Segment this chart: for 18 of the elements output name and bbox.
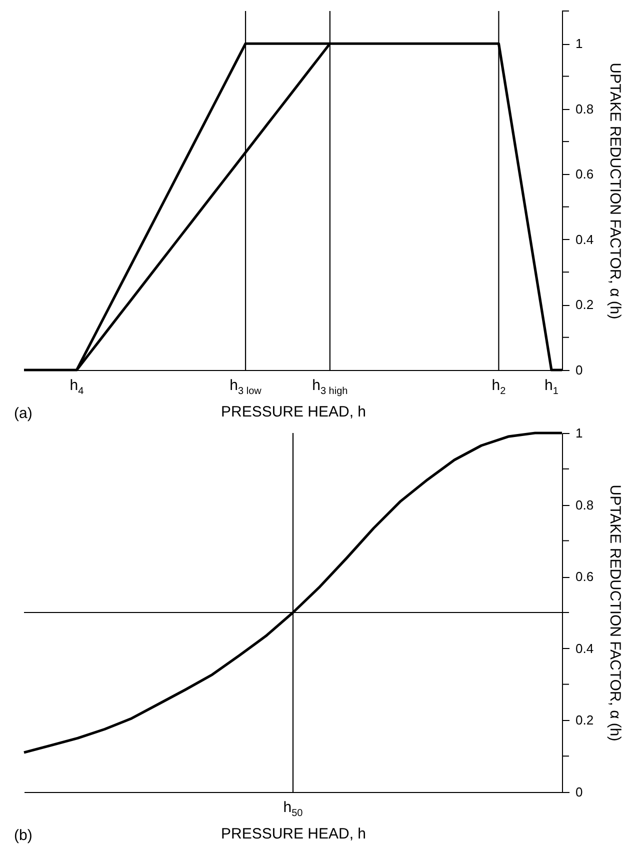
y-tick-label: 0.4 (576, 232, 594, 247)
y-tick-label: 1 (576, 36, 583, 52)
y-tick-label: 0.2 (576, 297, 594, 312)
y-axis-title: UPTAKE REDUCTION FACTOR, α (h) (606, 62, 624, 320)
y-tick-label: 1 (576, 426, 583, 440)
y-tick-label: 0 (576, 784, 583, 800)
text: (a) (14, 405, 32, 422)
x-axis-title: PRESSURE HEAD, h (220, 826, 366, 842)
y-tick-label: 0.6 (576, 166, 594, 182)
y-tick-label: 0 (576, 362, 583, 378)
y-tick-label: 0.8 (576, 497, 594, 512)
y-tick-label: 0.8 (576, 101, 594, 116)
text: (b) (14, 827, 32, 844)
y-tick-label: 0.4 (576, 640, 594, 656)
y-tick-label: 0.6 (576, 569, 594, 584)
y-axis-title: UPTAKE REDUCTION FACTOR, α (h) (606, 484, 624, 742)
y-tick-label: 0.2 (576, 712, 594, 728)
x-axis-title: PRESSURE HEAD, h (220, 404, 366, 420)
